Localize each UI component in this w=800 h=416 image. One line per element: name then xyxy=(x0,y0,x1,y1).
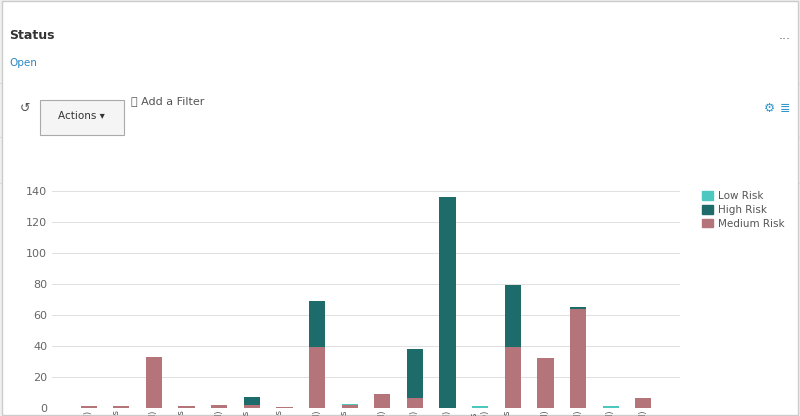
Bar xyxy=(342,404,358,405)
Bar xyxy=(342,405,358,408)
Bar xyxy=(406,349,423,399)
Bar xyxy=(472,406,488,408)
Text: ↺: ↺ xyxy=(20,102,30,115)
Text: Actions ▾: Actions ▾ xyxy=(58,111,105,121)
Text: ≣: ≣ xyxy=(780,102,790,115)
Bar xyxy=(244,397,260,405)
Text: ⚙: ⚙ xyxy=(764,102,775,115)
Bar xyxy=(309,301,326,347)
Bar xyxy=(244,405,260,408)
Bar xyxy=(211,405,227,408)
Text: Open: Open xyxy=(10,58,38,68)
Bar xyxy=(113,406,130,408)
Bar xyxy=(146,357,162,408)
Bar xyxy=(602,406,619,408)
Bar xyxy=(505,285,521,347)
Bar xyxy=(309,347,326,408)
Bar xyxy=(570,309,586,408)
Bar xyxy=(374,394,390,408)
Text: ...: ... xyxy=(778,29,790,42)
Bar xyxy=(81,406,97,408)
Text: ➕ Add a Filter: ➕ Add a Filter xyxy=(131,96,205,106)
Bar xyxy=(406,399,423,408)
Bar xyxy=(505,347,521,408)
Bar xyxy=(570,307,586,309)
Bar xyxy=(178,406,194,408)
Text: Status: Status xyxy=(10,29,55,42)
Bar xyxy=(635,399,651,408)
Bar xyxy=(439,197,456,408)
Legend: Low Risk, High Risk, Medium Risk: Low Risk, High Risk, Medium Risk xyxy=(699,188,788,232)
Bar xyxy=(538,358,554,408)
Bar xyxy=(276,407,293,408)
